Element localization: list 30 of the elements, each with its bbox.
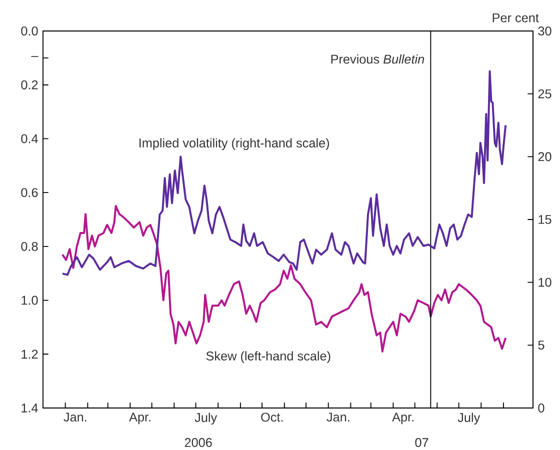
text: 2006 [184,438,212,448]
x-tick-label: July [458,412,480,425]
y-tick-label: 0.0 [21,26,38,36]
y-tick-label: 0.6 [21,188,38,198]
x-tick-label: Oct. [261,412,283,422]
x-tick-label: Apr. [129,412,150,424]
text: 07 [415,438,428,448]
y2-tick-label: 0 [538,404,544,412]
y-tick-label: 1.4 [22,404,38,412]
x-tick-label: Jan. [326,412,350,422]
text: Implied volatility (right-hand scale) [140,138,330,150]
x-tick-label: Apr. [392,412,414,424]
y2-tick-label: 30 [538,26,552,36]
y2-tick-label: 5 [538,340,544,350]
series-label: Skew (left-hand scale) [206,351,330,363]
y-tick-label: 0.2 [21,80,38,90]
y2-tick-label: 20 [538,152,552,162]
x-tick-label: Jan. [64,412,86,422]
x-tick-label: July [194,412,218,425]
ref-line-label: Previous Bulletin [331,54,424,64]
y2-tick-label: 15 [538,215,552,224]
y2-axis-title: Per cent [492,13,539,22]
line-series [61,70,507,276]
y-tick-label: – [31,56,38,57]
y-tick-label: 1.2 [22,350,38,359]
y-tick-label: 0.8 [21,242,38,251]
y-tick-label: 0.4 [21,134,38,144]
y2-tick-label: 10 [538,278,552,287]
y2-tick-label: 25 [538,89,552,98]
y-tick-label: 1.0 [22,296,38,305]
